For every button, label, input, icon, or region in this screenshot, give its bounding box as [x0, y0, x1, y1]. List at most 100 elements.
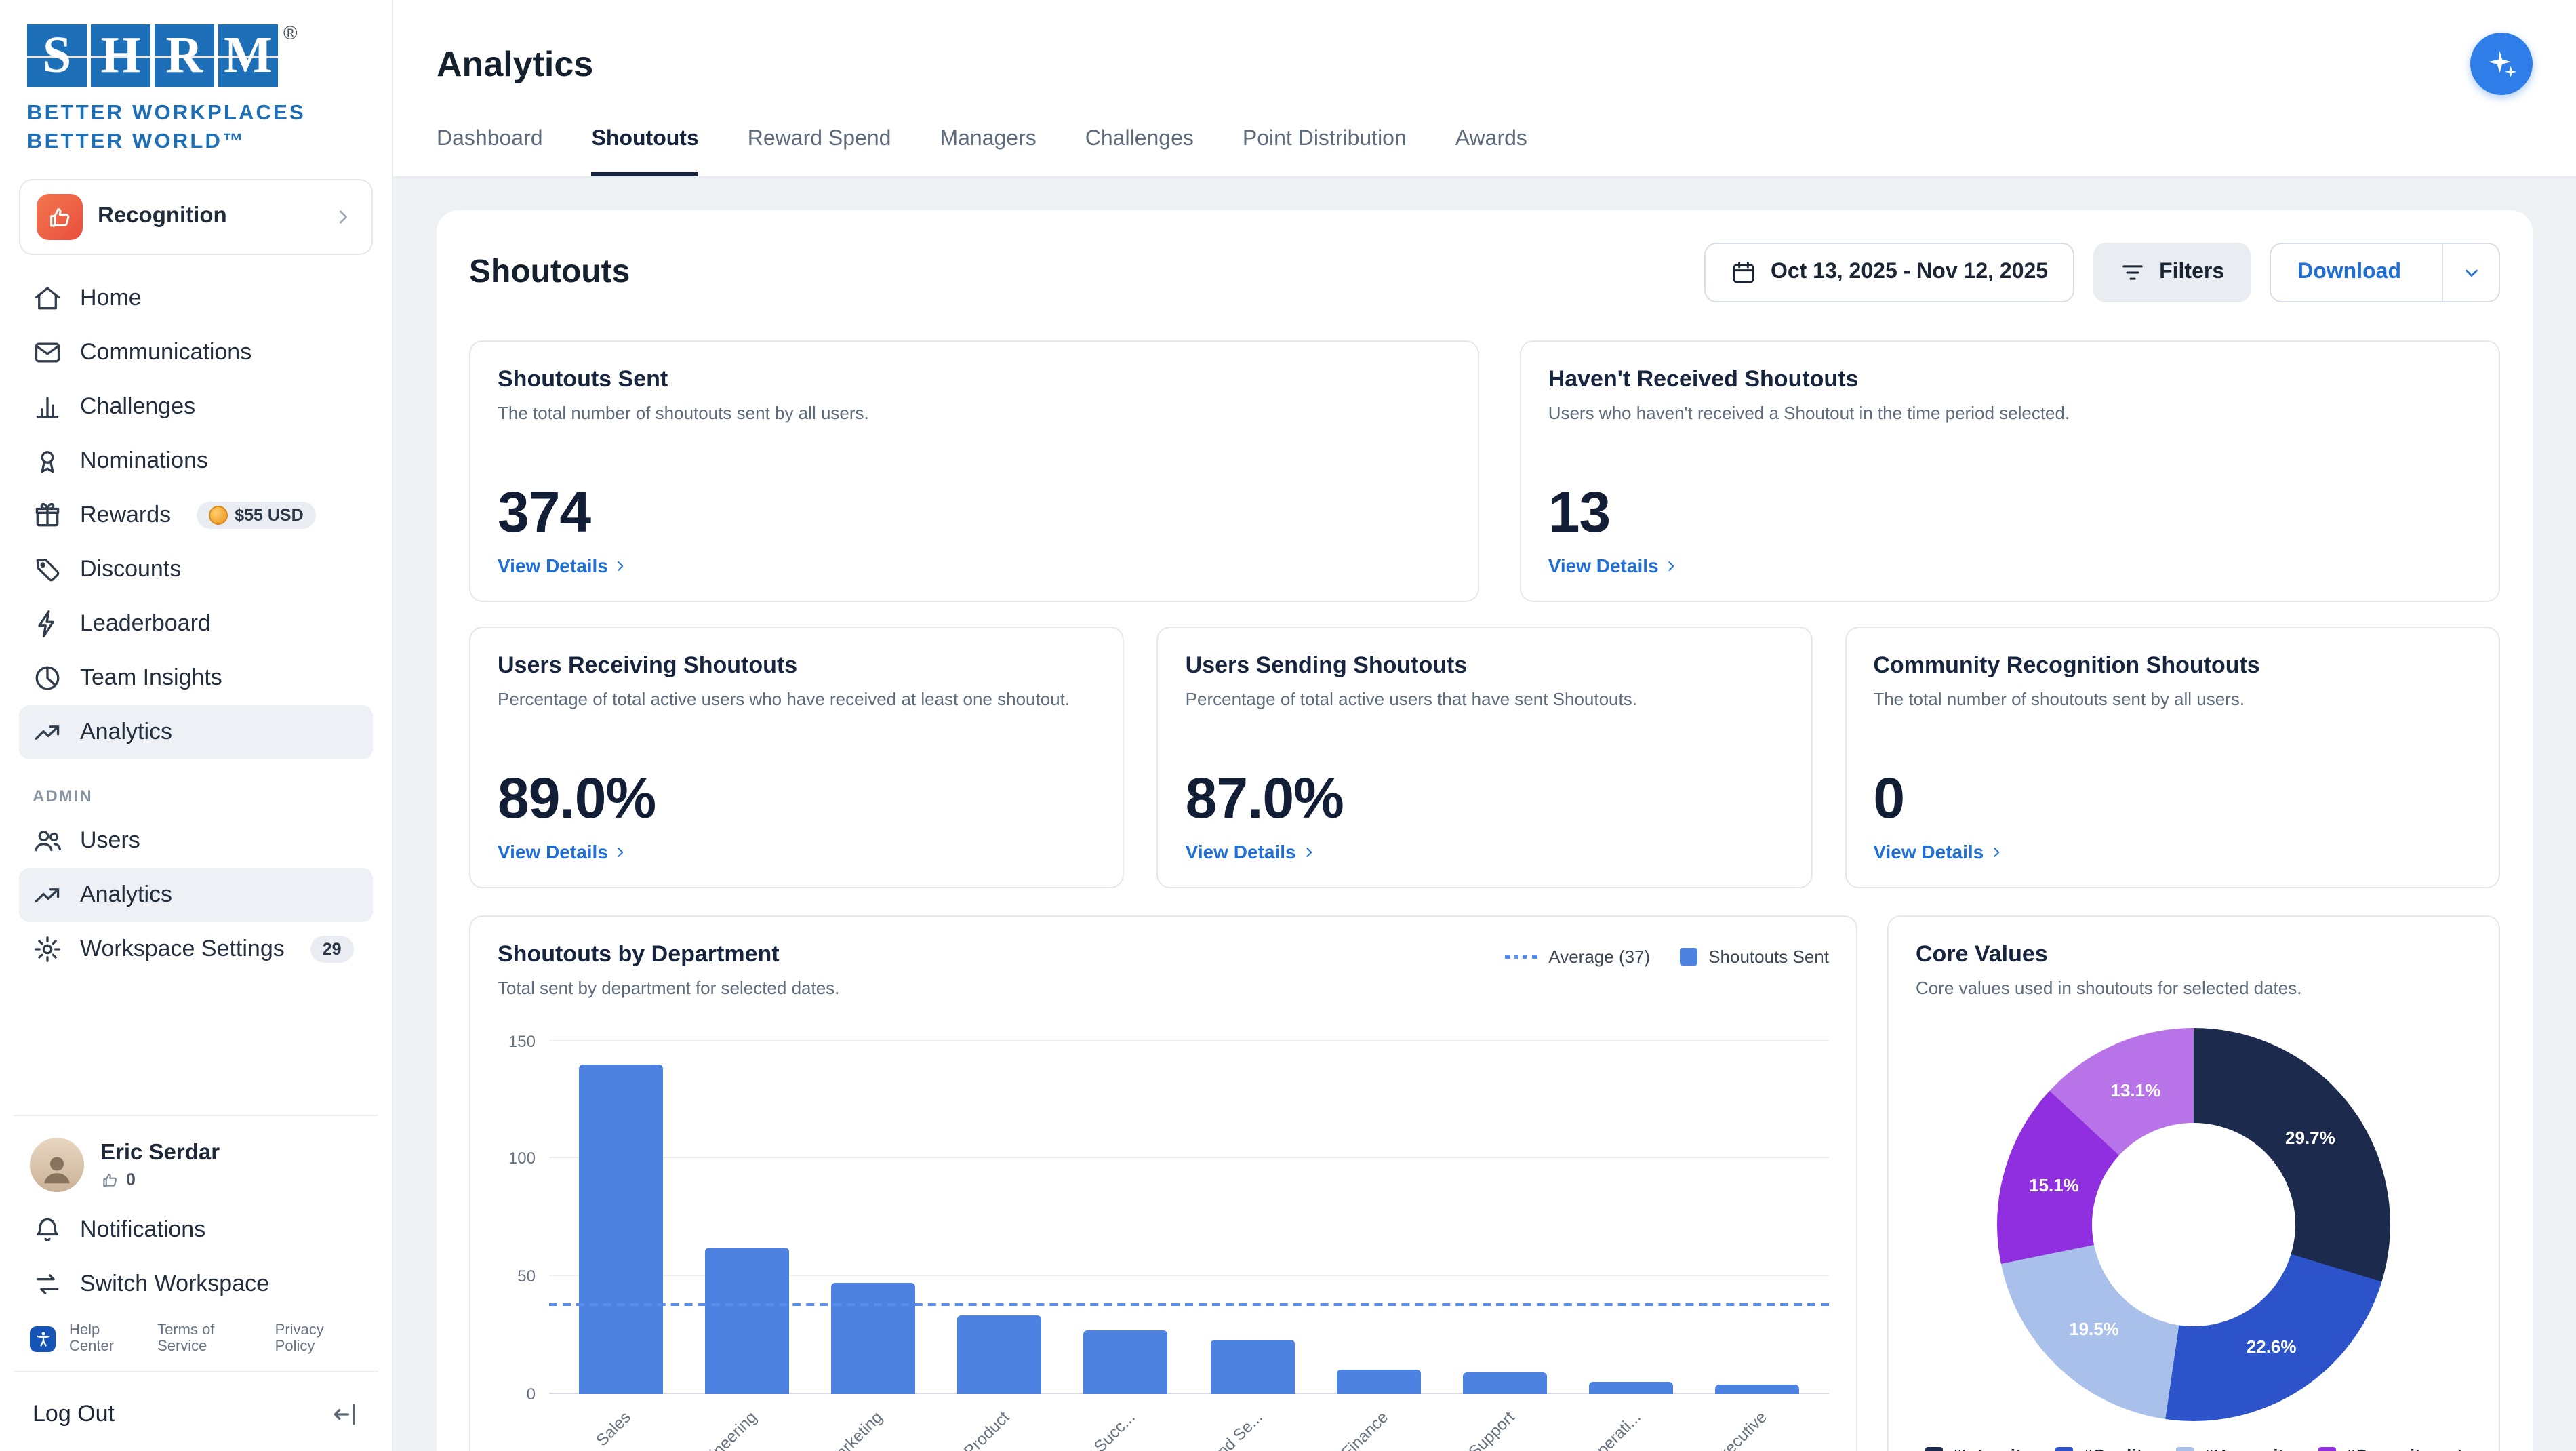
view-details-chevron-icon [1300, 843, 1318, 860]
core-values-donut[interactable]: 29.7% 22.6% 19.5% 15.1% 13.1% [1997, 1027, 2390, 1421]
analytics-icon [33, 880, 62, 910]
donut-slice-label: 13.1% [2110, 1080, 2161, 1101]
sidebar-item-rewards[interactable]: Rewards $55 USD [19, 488, 373, 542]
bar-support[interactable] [1463, 1372, 1548, 1394]
tab-managers[interactable]: Managers [940, 127, 1037, 151]
donut-chart-title: Core Values [1916, 941, 2048, 967]
tab-awards[interactable]: Awards [1455, 127, 1527, 151]
workspace-selector[interactable]: Recognition [19, 178, 373, 255]
analytics-icon [33, 717, 62, 747]
view-details-link[interactable]: View Details [498, 555, 1451, 576]
main-header: Analytics Dashboard Shoutouts Reward Spend… [393, 0, 2576, 178]
view-details-label: View Details [1873, 841, 1984, 862]
tagline-line-2: BETTER WORLD™ [27, 130, 246, 153]
tab-challenges[interactable]: Challenges [1085, 127, 1194, 151]
sidebar-item-users[interactable]: Users [19, 814, 373, 868]
footer-links: Help Center Terms of Service Privacy Pol… [19, 1311, 373, 1360]
switch-workspace-button[interactable]: Switch Workspace [19, 1257, 373, 1311]
filter-icon [2118, 259, 2146, 286]
gridline [549, 1039, 1829, 1041]
view-details-link[interactable]: View Details [1873, 841, 2472, 862]
bar-people-operati[interactable] [1589, 1381, 1674, 1394]
sidebar-item-discounts[interactable]: Discounts [19, 542, 373, 597]
terms-of-service-link[interactable]: Terms of Service [157, 1322, 215, 1355]
gridline [549, 1157, 1829, 1159]
bar-devops-and-se[interactable] [1210, 1339, 1295, 1394]
notifications-button[interactable]: Notifications [19, 1203, 373, 1257]
privacy-policy-link[interactable]: Privacy Policy [275, 1322, 324, 1355]
collapse-sidebar-icon[interactable] [329, 1399, 359, 1429]
sidebar-item-label: Home [80, 284, 142, 311]
admin-section-label: ADMIN [33, 786, 93, 806]
download-options-button[interactable] [2442, 244, 2499, 301]
bar-sales[interactable] [578, 1064, 663, 1394]
communications-icon [33, 338, 62, 367]
shoutouts-panel: Shoutouts Oct 13, 2025 - Nov 12, 2025 Fi… [437, 210, 2533, 1451]
view-details-link[interactable]: View Details [1186, 841, 1784, 862]
metric-value: 374 [498, 480, 591, 544]
series-legend-entry: Shoutouts Sent [1680, 947, 1829, 967]
view-details-label: View Details [1185, 841, 1296, 862]
bar-column-engineering: Engineering [683, 1041, 809, 1451]
user-profile[interactable]: Eric Serdar 0 [19, 1127, 373, 1203]
content: Shoutouts Oct 13, 2025 - Nov 12, 2025 Fi… [393, 178, 2576, 1451]
logout-button[interactable]: Log Out [33, 1401, 115, 1427]
sidebar-item-communications[interactable]: Communications [19, 325, 373, 380]
download-button[interactable]: Download [2269, 243, 2500, 302]
y-axis-tick-label: 100 [508, 1149, 536, 1168]
sidebar-divider [14, 1115, 378, 1116]
sidebar-item-challenges[interactable]: Challenges [19, 380, 373, 434]
filters-label: Filters [2159, 260, 2225, 283]
filters-button[interactable]: Filters [2093, 243, 2251, 302]
sidebar-item-label: Workspace Settings [80, 935, 285, 961]
recognition-app-icon [37, 193, 83, 240]
donut-chart-subtitle: Core values used in shoutouts for select… [1916, 978, 2302, 998]
tab-point-distribution[interactable]: Point Distribution [1242, 127, 1407, 151]
badge-rewards: $55 USD [197, 501, 316, 529]
sidebar-item-team-insights[interactable]: Team Insights [19, 651, 373, 705]
bar-finance[interactable] [1336, 1370, 1421, 1394]
sidebar-item-analytics[interactable]: Analytics [19, 704, 373, 759]
bar-product[interactable] [957, 1315, 1042, 1394]
metric-cards-row-2: Users Receiving Shoutouts Percentage of t… [469, 627, 2500, 888]
help-center-link[interactable]: Help Center [69, 1322, 115, 1355]
ai-assistant-button[interactable] [2470, 33, 2533, 95]
core-values-legend: #Integrity #Quality #Humanity #Commitment [1916, 1445, 2472, 1451]
bar-engineering[interactable] [704, 1248, 789, 1394]
view-details-label: View Details [498, 555, 608, 576]
view-details-chevron-icon [1663, 557, 1681, 574]
team-insights-icon [33, 663, 62, 693]
sidebar-item-home[interactable]: Home [19, 271, 373, 325]
bar-executive[interactable] [1715, 1384, 1800, 1394]
sidebar-item-analytics[interactable]: Analytics [19, 867, 373, 922]
sidebar-item-leaderboard[interactable]: Leaderboard [19, 597, 373, 651]
series-legend-label: Shoutouts Sent [1708, 947, 1829, 967]
bar-chart-subtitle: Total sent by department for selected da… [498, 978, 840, 998]
gridline [549, 1392, 1829, 1394]
metric-card-users-receiving-shoutouts: Users Receiving Shoutouts Percentage of t… [469, 627, 1125, 888]
leaderboard-icon [33, 609, 62, 639]
tab-dashboard[interactable]: Dashboard [437, 127, 543, 151]
metric-title: Users Sending Shoutouts [1185, 652, 1468, 678]
sidebar-item-nominations[interactable]: Nominations [19, 434, 373, 488]
legend-label: #Integrity [1952, 1445, 2031, 1451]
bar-column-marketing: Marketing [810, 1041, 936, 1451]
bar-customer-succ[interactable] [1083, 1330, 1168, 1394]
metric-value: 87.0% [1185, 766, 1344, 830]
sidebar-admin-nav: Users Analytics Workspace Settings 29 [19, 814, 373, 976]
tab-shoutouts[interactable]: Shoutouts [591, 127, 699, 176]
view-details-chevron-icon [612, 557, 630, 574]
metric-value: 89.0% [498, 766, 656, 830]
view-details-link[interactable]: View Details [498, 841, 1096, 862]
points-value: 0 [126, 1170, 136, 1189]
tagline-line-1: BETTER WORKPLACES [27, 102, 306, 125]
tab-reward-spend[interactable]: Reward Spend [747, 127, 891, 151]
accessibility-icon[interactable] [30, 1326, 56, 1351]
date-range-button[interactable]: Oct 13, 2025 - Nov 12, 2025 [1704, 243, 2074, 302]
bar-marketing[interactable] [831, 1283, 915, 1394]
bar-column-sales: Sales [557, 1041, 683, 1449]
sidebar-item-workspace-settings[interactable]: Workspace Settings 29 [19, 922, 373, 976]
view-details-link[interactable]: View Details [1548, 555, 2472, 576]
metric-value: 0 [1873, 766, 1905, 830]
